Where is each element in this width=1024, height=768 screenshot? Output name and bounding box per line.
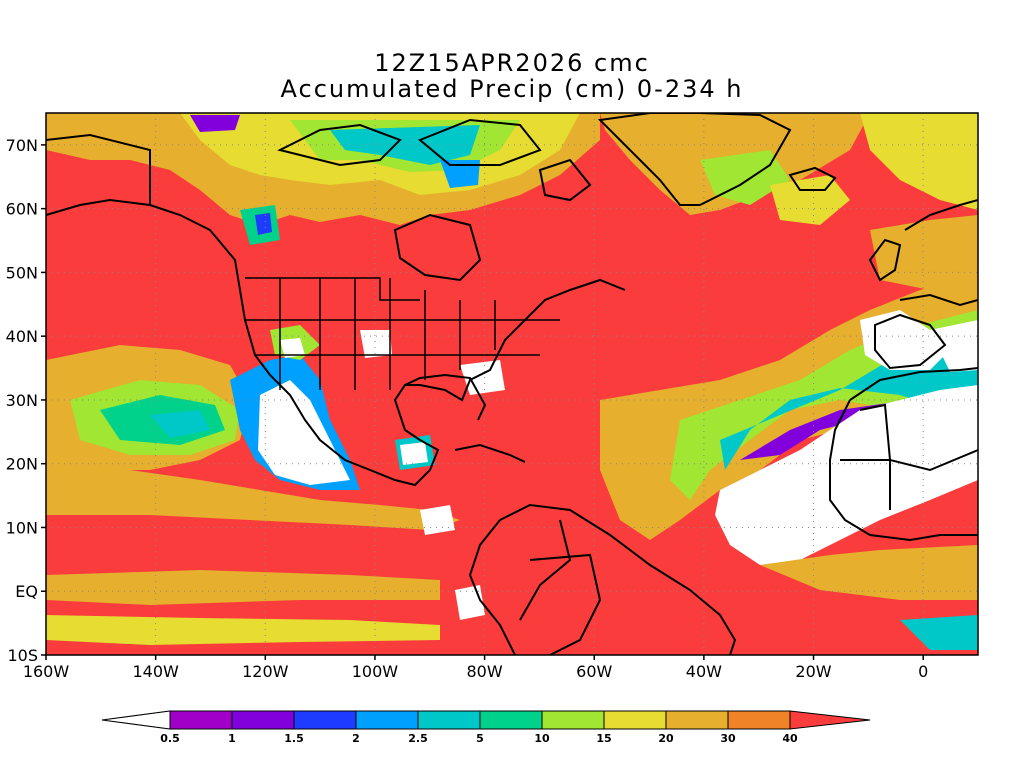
colorbar-swatch: [665, 710, 729, 730]
colorbar-high-triangle: [789, 710, 871, 730]
lat-tick-label: 60N: [6, 200, 38, 219]
lat-tick-label: 10N: [6, 518, 38, 537]
colorbar-label: 0.5: [160, 732, 180, 745]
colorbar-label: 20: [658, 732, 674, 745]
colorbar-swatch: [603, 710, 667, 730]
lat-tick-label: 20N: [6, 455, 38, 474]
colorbar-swatch: [169, 710, 233, 730]
coastlines: [46, 113, 978, 655]
lon-tick-label: 120W: [242, 662, 289, 681]
map-frame: [45, 112, 979, 656]
colorbar-swatch: [293, 710, 357, 730]
colorbar-swatch: [727, 710, 791, 730]
colorbar-label: 30: [720, 732, 736, 745]
lon-tick-label: 60W: [576, 662, 612, 681]
lat-tick-label: EQ: [15, 582, 38, 601]
colorbar-label: 40: [782, 732, 798, 745]
lat-tick-label: 70N: [6, 136, 38, 155]
colorbar-label: 10: [534, 732, 550, 745]
lat-tick-label: 30N: [6, 391, 38, 410]
colorbar-swatch: [231, 710, 295, 730]
colorbar-swatch: [541, 710, 605, 730]
lon-tick-label: 140W: [132, 662, 179, 681]
lon-tick-label: 80W: [466, 662, 502, 681]
colorbar-swatch: [417, 710, 481, 730]
lat-tick-label: 10S: [7, 646, 38, 665]
precip-field: [46, 113, 978, 655]
colorbar-swatch: [355, 710, 419, 730]
colorbar-swatch: [479, 710, 543, 730]
longitude-axis: 160W 140W 120W 100W 80W 60W 40W 20W 0: [23, 655, 928, 681]
colorbar-label: 2: [352, 732, 360, 745]
lat-tick-label: 40N: [6, 327, 38, 346]
colorbar-label: 5: [476, 732, 484, 745]
lon-tick-label: 0: [918, 662, 928, 681]
lon-tick-label: 100W: [352, 662, 399, 681]
colorbar-label: 1: [228, 732, 236, 745]
colorbar-low-triangle: [101, 710, 171, 730]
latitude-axis: 70N 60N 50N 40N 30N 20N 10N EQ 10S: [6, 136, 46, 665]
lon-tick-label: 20W: [795, 662, 831, 681]
lon-tick-label: 160W: [23, 662, 70, 681]
lon-tick-label: 40W: [686, 662, 722, 681]
colorbar-label: 2.5: [408, 732, 428, 745]
map-subtitle: Accumulated Precip (cm) 0-234 h: [280, 75, 744, 103]
colorbar: 0.5 1 1.5 2 2.5 5 10 15 20 30 40: [101, 710, 871, 745]
colorbar-label: 15: [596, 732, 611, 745]
lat-tick-label: 50N: [6, 263, 38, 282]
colorbar-label: 1.5: [284, 732, 304, 745]
map-title: 12Z15APR2026 cmc: [374, 49, 650, 77]
